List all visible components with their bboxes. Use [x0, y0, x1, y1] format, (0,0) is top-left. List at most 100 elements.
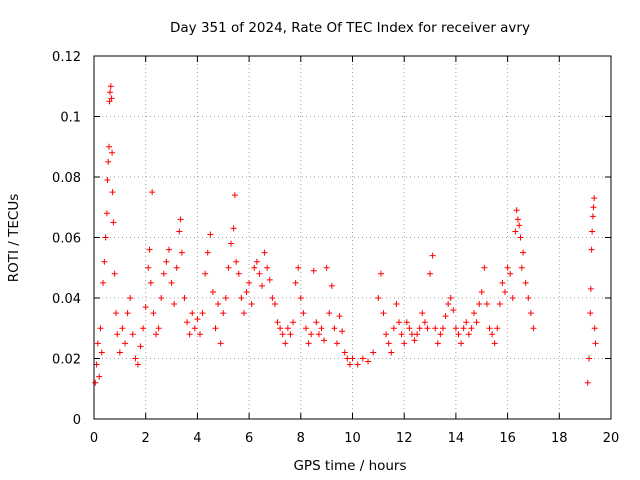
- data-point: [588, 246, 595, 253]
- data-point: [202, 270, 209, 277]
- x-tick-label: 12: [396, 431, 413, 446]
- data-point: [530, 325, 537, 332]
- data-point: [450, 307, 457, 314]
- data-point: [383, 331, 390, 338]
- x-tick-label: 2: [142, 431, 150, 446]
- data-point: [261, 249, 268, 256]
- data-point: [181, 295, 188, 301]
- data-point: [240, 310, 247, 317]
- data-point: [587, 310, 594, 317]
- data-point: [401, 340, 408, 347]
- data-point: [238, 295, 245, 301]
- data-point: [145, 264, 152, 271]
- data-point: [354, 361, 361, 368]
- data-point: [264, 264, 271, 271]
- data-point: [173, 264, 180, 271]
- data-point: [507, 270, 514, 277]
- x-tick-label: 10: [344, 431, 361, 446]
- y-tick-label: 0.08: [52, 171, 81, 186]
- data-point: [416, 325, 423, 332]
- data-point: [331, 325, 338, 332]
- data-point: [365, 358, 372, 365]
- data-point: [377, 270, 384, 277]
- data-point: [336, 313, 343, 320]
- x-tick-label: 14: [448, 431, 465, 446]
- data-point: [522, 279, 529, 286]
- data-point: [132, 355, 139, 362]
- data-point: [269, 295, 276, 301]
- data-point: [295, 264, 302, 271]
- data-point: [93, 361, 100, 368]
- data-point: [589, 213, 596, 220]
- data-point: [458, 340, 465, 347]
- data-point: [222, 295, 229, 301]
- data-point: [473, 319, 480, 326]
- data-point: [525, 295, 532, 301]
- data-point: [204, 249, 211, 256]
- data-point: [134, 361, 141, 368]
- data-point: [333, 340, 340, 347]
- data-point: [470, 310, 477, 317]
- data-point: [225, 264, 232, 271]
- data-point: [592, 340, 599, 347]
- data-point: [385, 340, 392, 347]
- data-point: [517, 234, 524, 241]
- data-point: [287, 331, 294, 338]
- data-point: [380, 310, 387, 317]
- data-point: [98, 349, 105, 356]
- data-point: [207, 231, 214, 238]
- data-point: [390, 325, 397, 332]
- data-point: [256, 270, 263, 277]
- data-point: [370, 349, 377, 356]
- data-point: [587, 285, 594, 292]
- data-point: [274, 319, 281, 326]
- data-point: [277, 325, 284, 332]
- data-point: [494, 325, 501, 332]
- data-point: [178, 249, 185, 256]
- data-point: [107, 83, 114, 90]
- data-point: [119, 325, 126, 332]
- data-point: [375, 295, 382, 301]
- y-tick-label: 0: [73, 413, 81, 428]
- y-tick-labels: 0 0.02 0.04 0.06 0.08 0.1 0.12: [52, 50, 81, 428]
- data-point: [315, 331, 322, 338]
- data-point: [150, 310, 157, 317]
- data-point: [103, 210, 110, 217]
- data-point: [419, 310, 426, 317]
- data-point: [591, 195, 598, 202]
- data-point: [411, 337, 418, 344]
- data-point: [313, 319, 320, 326]
- data-point: [481, 264, 488, 271]
- x-tick-label: 0: [90, 431, 98, 446]
- data-point: [194, 316, 201, 323]
- data-point: [434, 340, 441, 347]
- data-point: [142, 304, 149, 311]
- data-point: [105, 158, 112, 165]
- data-point: [463, 319, 470, 326]
- axis-ticks: [93, 55, 612, 420]
- data-point: [184, 319, 191, 326]
- data-point: [127, 295, 134, 301]
- chart-title: Day 351 of 2024, Rate Of TEC Index for r…: [170, 20, 530, 36]
- data-point: [147, 279, 154, 286]
- data-point: [101, 258, 108, 265]
- data-point: [116, 349, 123, 356]
- data-point: [502, 288, 509, 295]
- data-point: [584, 379, 591, 386]
- data-point: [323, 264, 330, 271]
- data-point: [112, 310, 119, 317]
- data-point: [429, 252, 436, 259]
- data-point: [527, 310, 534, 317]
- data-point: [129, 331, 136, 338]
- data-point: [589, 228, 596, 235]
- data-point: [259, 282, 266, 289]
- data-point: [483, 301, 490, 308]
- data-point: [109, 149, 116, 156]
- data-point: [163, 258, 170, 265]
- y-axis-title: ROTI / TECUs: [6, 194, 22, 282]
- data-point: [341, 349, 348, 356]
- data-point: [465, 331, 472, 338]
- data-point: [489, 331, 496, 338]
- data-point: [230, 225, 237, 232]
- data-point: [460, 325, 467, 332]
